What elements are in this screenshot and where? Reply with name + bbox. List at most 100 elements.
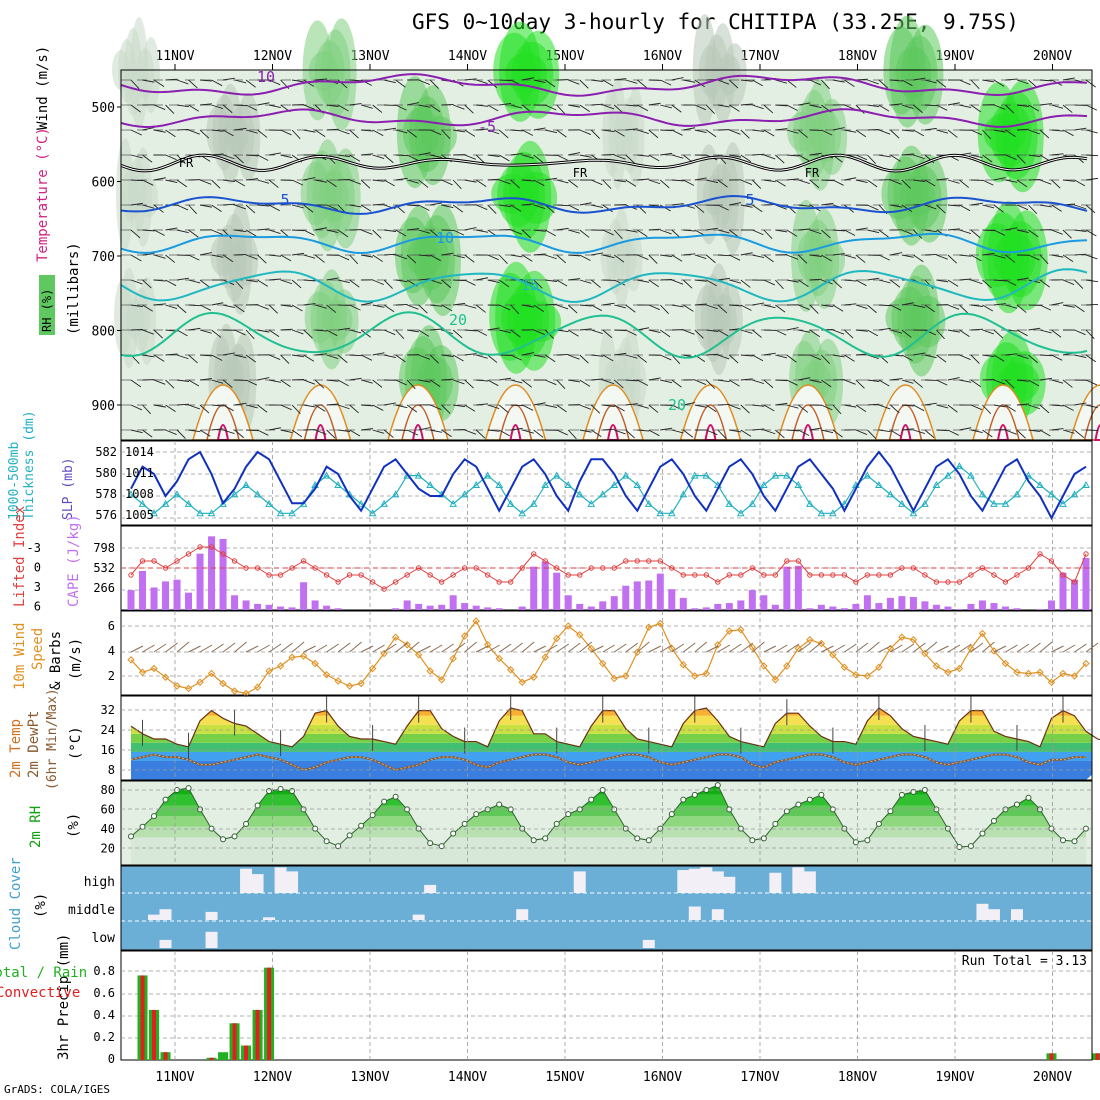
wind-barb xyxy=(970,304,983,307)
wind-barb xyxy=(314,304,327,309)
wind10-point xyxy=(829,651,837,659)
cape-bar xyxy=(254,603,262,610)
wind-barb xyxy=(763,352,776,356)
wind-barb xyxy=(544,229,556,237)
wind-barb xyxy=(1062,104,1073,113)
wind-barb xyxy=(199,329,212,334)
wind-barb xyxy=(913,254,924,263)
wind-barb xyxy=(982,354,995,358)
wind-barb xyxy=(533,429,544,438)
wind-barb xyxy=(947,304,960,310)
wind-barb xyxy=(671,404,683,411)
pressure-tick-label: 800 xyxy=(92,325,115,340)
wind-barb xyxy=(947,102,960,106)
wind-barb xyxy=(717,403,730,406)
cape-bar xyxy=(553,572,561,610)
wind-barb xyxy=(717,379,730,383)
wind-barb xyxy=(844,329,854,339)
wind10-barb xyxy=(452,642,466,653)
wind-barb xyxy=(936,104,948,111)
wind-barb xyxy=(878,304,891,307)
wind10-point xyxy=(679,661,687,669)
wind-barb xyxy=(1051,302,1064,306)
wind-barb xyxy=(533,204,546,209)
wind-barb xyxy=(188,254,200,261)
wind-barb xyxy=(970,279,983,285)
wind-barb xyxy=(878,79,889,89)
wind-barb xyxy=(1016,204,1029,211)
wind-barb xyxy=(326,354,339,359)
wind-barb xyxy=(970,379,982,388)
wind-barb xyxy=(280,404,292,411)
li-point xyxy=(450,572,456,578)
wind-barb xyxy=(913,179,926,182)
rh-point xyxy=(565,811,572,818)
wind-barb xyxy=(452,179,462,190)
wind10-tick-label: 6 xyxy=(108,619,115,633)
wind-barb xyxy=(660,427,673,431)
rh-patch xyxy=(236,92,261,181)
wind-barb xyxy=(1074,402,1087,406)
thickness-tick-label: 576 xyxy=(95,508,117,522)
wind-barb xyxy=(568,229,580,234)
rh-patch xyxy=(909,295,946,348)
wind-barb xyxy=(947,254,957,264)
wind-barb xyxy=(878,254,890,261)
wind-barb xyxy=(349,304,361,311)
wind-barb xyxy=(498,254,508,264)
wind-barb xyxy=(752,254,765,258)
thickness-point xyxy=(656,509,665,517)
wind10-barb xyxy=(130,645,144,653)
wind-barb xyxy=(602,428,615,431)
wind-barb xyxy=(752,404,765,407)
wind-barb xyxy=(625,354,638,359)
contour-label: 10 xyxy=(436,229,454,247)
wind-barb xyxy=(901,329,912,338)
rh-point xyxy=(461,820,468,827)
wind-barb xyxy=(855,279,867,287)
wind10-barb xyxy=(855,642,869,653)
thickness-tick-label: 582 xyxy=(95,445,117,459)
wind10-point xyxy=(173,682,181,690)
wind10-barb xyxy=(556,643,570,653)
wind-barb xyxy=(153,354,165,362)
wind-barb xyxy=(867,229,880,234)
wind-barb xyxy=(234,279,244,289)
wind-barb xyxy=(268,152,281,156)
cape-bar xyxy=(1047,600,1055,610)
wind10-barb xyxy=(867,641,880,653)
wind-barb xyxy=(855,329,868,332)
thickness-point xyxy=(909,509,918,517)
wind-barb xyxy=(476,128,489,131)
wind-barb xyxy=(636,354,647,363)
cloud-bar-high xyxy=(677,870,690,893)
wind-barb xyxy=(1039,354,1052,357)
wind-barb xyxy=(832,404,842,415)
wind-barb xyxy=(809,304,819,314)
wind-barb xyxy=(775,79,788,84)
wind-barb xyxy=(982,304,994,312)
rh-point xyxy=(530,837,537,844)
wind-barb xyxy=(614,429,626,435)
wind10-point xyxy=(334,677,342,685)
wind-barb xyxy=(821,429,834,434)
li-point xyxy=(461,565,468,571)
wind-barb xyxy=(786,79,797,88)
wind-barb xyxy=(671,77,684,81)
thickness-point xyxy=(242,480,250,488)
thickness-point xyxy=(1001,499,1010,507)
rh-point xyxy=(772,820,779,827)
wind-barb xyxy=(441,279,452,289)
thickness-point xyxy=(495,480,504,488)
wind-barb xyxy=(142,429,153,438)
wind-barb xyxy=(614,129,625,137)
wind-barb xyxy=(153,229,165,236)
thickness-point xyxy=(219,499,227,507)
rh-patch xyxy=(330,148,361,249)
thickness-point xyxy=(1013,490,1021,498)
li-point xyxy=(749,565,756,571)
wind10-tick-label: 4 xyxy=(108,644,115,658)
wind-barb xyxy=(694,204,705,213)
wind-barb xyxy=(1005,179,1018,183)
cape-bar xyxy=(714,603,722,610)
